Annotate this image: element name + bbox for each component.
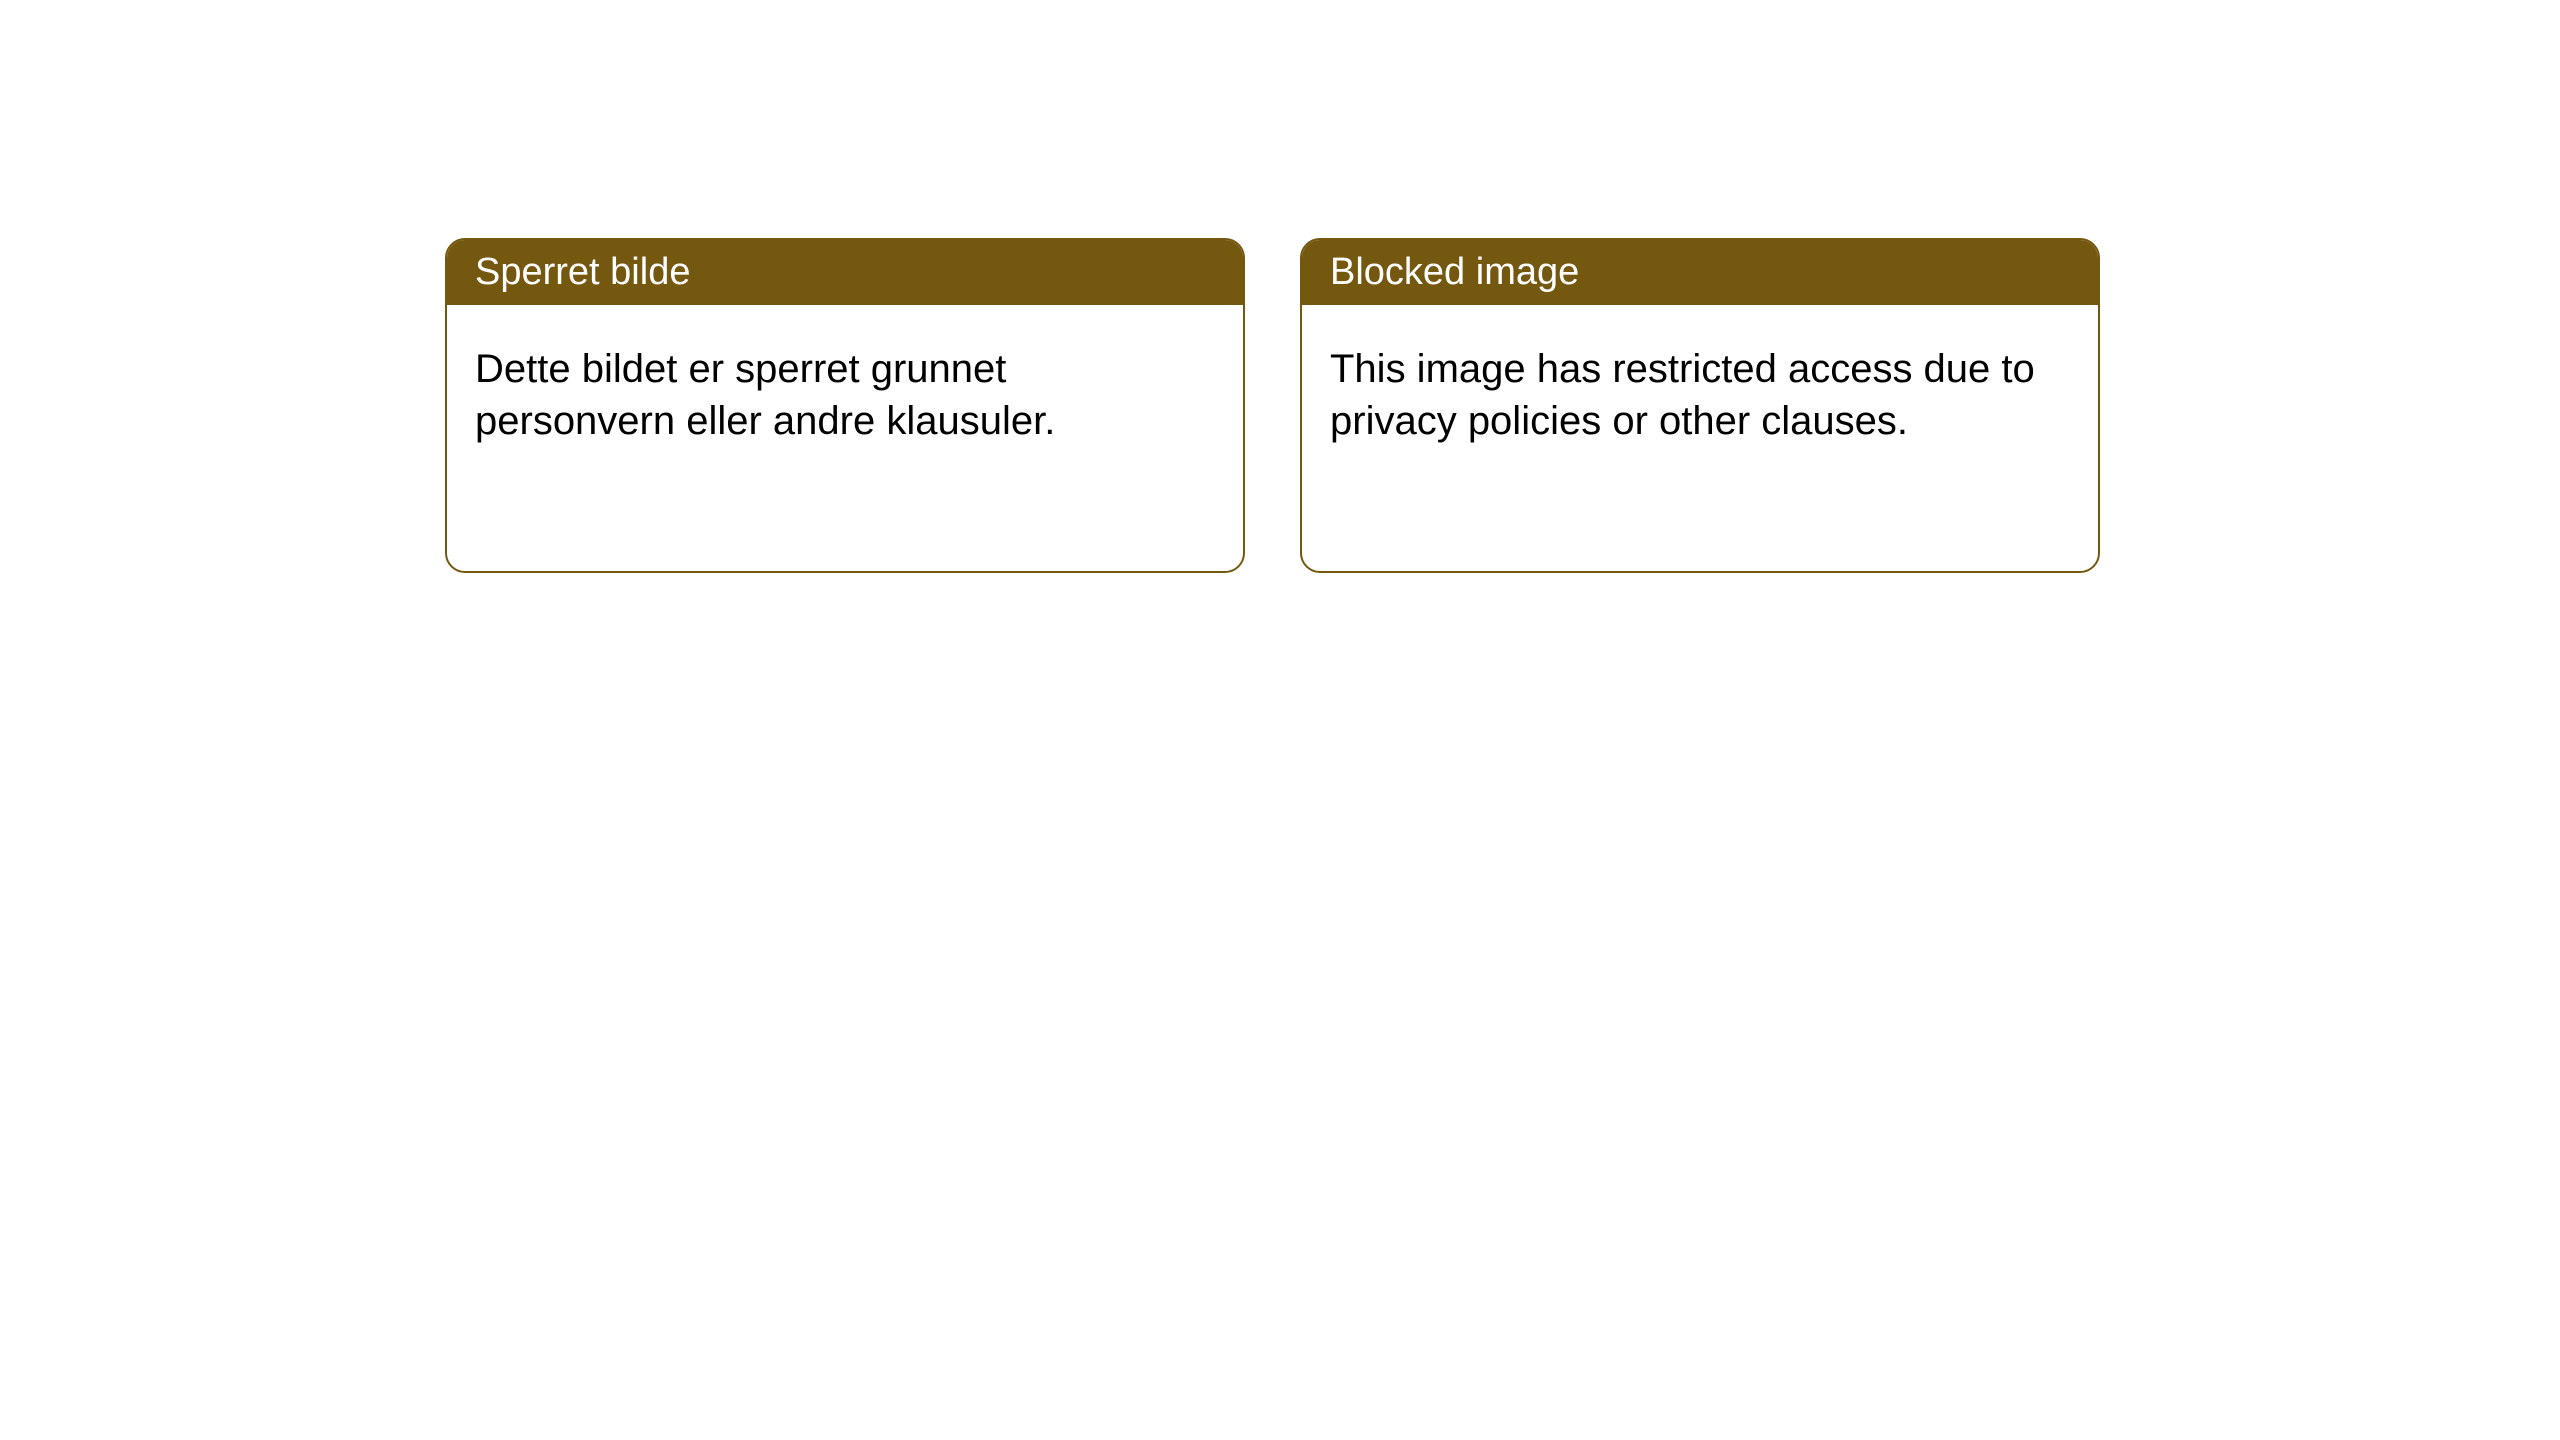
notice-card-norwegian: Sperret bilde Dette bildet er sperret gr… <box>445 238 1245 573</box>
notice-title-norwegian: Sperret bilde <box>447 240 1243 305</box>
notice-message-norwegian: Dette bildet er sperret grunnet personve… <box>447 305 1243 485</box>
notice-title-english: Blocked image <box>1302 240 2098 305</box>
notice-container: Sperret bilde Dette bildet er sperret gr… <box>0 0 2560 573</box>
notice-card-english: Blocked image This image has restricted … <box>1300 238 2100 573</box>
notice-message-english: This image has restricted access due to … <box>1302 305 2098 485</box>
